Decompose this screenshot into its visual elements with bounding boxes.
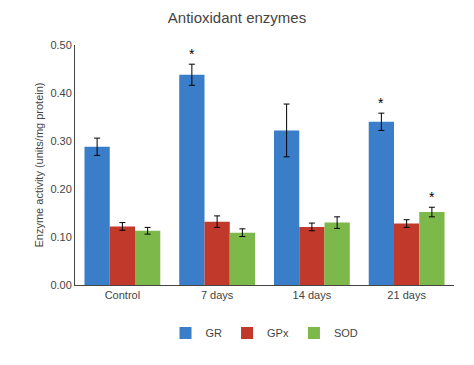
svg-text:Antioxidant enzymes: Antioxidant enzymes — [168, 9, 306, 26]
svg-text:*: * — [189, 46, 195, 62]
svg-text:SOD: SOD — [334, 327, 358, 339]
svg-text:Enzyme activity (units/mg prot: Enzyme activity (units/mg protein) — [33, 82, 45, 247]
svg-text:*: * — [378, 95, 384, 111]
svg-text:0.00: 0.00 — [50, 279, 71, 291]
svg-text:0.50: 0.50 — [50, 39, 71, 51]
svg-text:0.40: 0.40 — [50, 87, 71, 99]
svg-text:7 days: 7 days — [201, 289, 234, 301]
svg-text:GPx: GPx — [267, 327, 289, 339]
svg-text:0.10: 0.10 — [50, 231, 71, 243]
svg-text:GR: GR — [206, 327, 223, 339]
svg-text:21 days: 21 days — [387, 289, 426, 301]
svg-text:Control: Control — [105, 289, 140, 301]
svg-text:0.20: 0.20 — [50, 183, 71, 195]
svg-text:0.30: 0.30 — [50, 135, 71, 147]
svg-text:14 days: 14 days — [293, 289, 332, 301]
svg-text:*: * — [429, 189, 435, 205]
